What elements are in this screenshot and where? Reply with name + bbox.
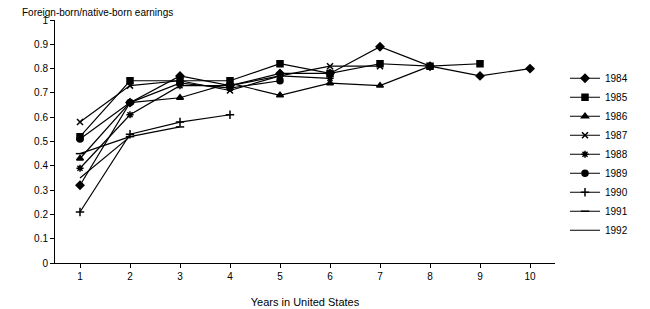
svg-text:10: 10 xyxy=(524,271,536,282)
svg-text:1: 1 xyxy=(42,15,48,26)
svg-text:0.5: 0.5 xyxy=(34,136,48,147)
svg-text:Years in United States: Years in United States xyxy=(251,296,360,308)
svg-text:Foreign-born/native-born earni: Foreign-born/native-born earnings xyxy=(22,7,173,18)
svg-text:0.1: 0.1 xyxy=(34,233,48,244)
svg-text:1988: 1988 xyxy=(605,149,628,160)
svg-text:0.8: 0.8 xyxy=(34,63,48,74)
svg-text:1992: 1992 xyxy=(605,225,628,236)
svg-text:0.2: 0.2 xyxy=(34,209,48,220)
svg-text:8: 8 xyxy=(427,271,433,282)
svg-text:1990: 1990 xyxy=(605,187,628,198)
svg-text:4: 4 xyxy=(227,271,233,282)
svg-text:0.3: 0.3 xyxy=(34,185,48,196)
svg-text:1991: 1991 xyxy=(605,206,628,217)
svg-text:0.9: 0.9 xyxy=(34,39,48,50)
svg-text:1987: 1987 xyxy=(605,130,628,141)
svg-text:1984: 1984 xyxy=(605,73,628,84)
svg-text:0.4: 0.4 xyxy=(34,160,48,171)
svg-text:0.7: 0.7 xyxy=(34,87,48,98)
svg-text:1989: 1989 xyxy=(605,168,628,179)
svg-text:1: 1 xyxy=(77,271,83,282)
svg-text:0: 0 xyxy=(42,258,48,269)
svg-text:2: 2 xyxy=(127,271,133,282)
svg-text:1986: 1986 xyxy=(605,111,628,122)
svg-text:1985: 1985 xyxy=(605,92,628,103)
svg-text:5: 5 xyxy=(277,271,283,282)
svg-text:3: 3 xyxy=(177,271,183,282)
svg-text:9: 9 xyxy=(477,271,483,282)
svg-text:0.6: 0.6 xyxy=(34,112,48,123)
svg-text:6: 6 xyxy=(327,271,333,282)
svg-text:7: 7 xyxy=(377,271,383,282)
